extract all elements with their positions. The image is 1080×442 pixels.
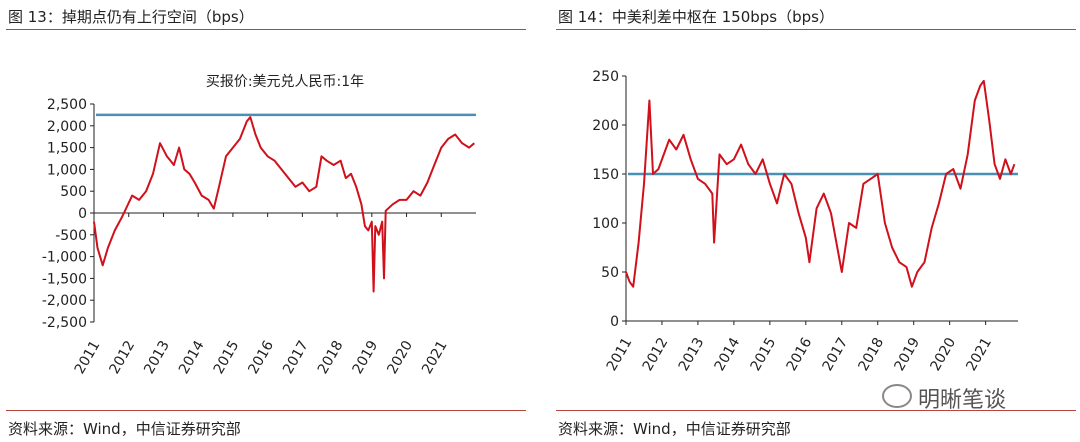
- y-tick-label: 150: [592, 167, 619, 183]
- chart-panel-left: 图 13：掉期点仍有上行空间（bps） 买报价:美元兑人民币:1年 2,500 2,…: [6, 0, 528, 442]
- y-tick-label: -1,500: [42, 271, 87, 287]
- wechat-icon: [882, 384, 912, 408]
- source-note: 资料来源：Wind，中信证券研究部: [8, 420, 241, 438]
- y-tick-label: 2,000: [47, 119, 87, 135]
- y-tick-label: -500: [55, 228, 87, 244]
- x-tick-label: 2016: [784, 335, 816, 374]
- y-tick-label: 200: [592, 118, 619, 134]
- x-tick-label: 2019: [350, 338, 382, 377]
- y-tick-label: 50: [601, 265, 619, 281]
- x-tick-label: 2013: [676, 335, 708, 374]
- x-tick-label: 2014: [712, 335, 744, 374]
- source-divider: [556, 410, 1076, 411]
- source-divider: [6, 410, 526, 411]
- watermark-text: 明晰笔谈: [918, 388, 1007, 413]
- figure-title: 图 14：中美利差中枢在 150bps（bps）: [558, 8, 834, 26]
- x-tick-label: 2017: [820, 335, 852, 374]
- x-tick-label: 2018: [315, 338, 347, 377]
- y-tick-label: 1,500: [47, 141, 87, 157]
- x-tick-label: 2021: [419, 338, 451, 377]
- y-tick-label: 250: [592, 69, 619, 85]
- x-tick-label: 2020: [384, 338, 416, 377]
- x-tick-label: 2015: [211, 338, 243, 377]
- series-line: [93, 116, 475, 293]
- y-tick-label: 0: [78, 206, 87, 222]
- line-chart-swap-points: 买报价:美元兑人民币:1年 2,500 2,000 1,500 1,000 500 0 -50…: [42, 74, 476, 377]
- y-tick-label: 2,500: [47, 97, 87, 113]
- y-tick-label: 500: [60, 184, 87, 200]
- x-tick-label: 2014: [176, 338, 208, 377]
- x-tick-label: 2012: [640, 335, 672, 374]
- series-line: [625, 79, 1016, 288]
- y-tick-label: 100: [592, 216, 619, 232]
- title-divider: [6, 29, 526, 30]
- chart-panel-right: 图 14：中美利差中枢在 150bps（bps） 250 200 150 100 50 0…: [556, 0, 1078, 442]
- watermark: 明晰笔谈: [882, 380, 1062, 413]
- x-tick-label: 2013: [141, 338, 173, 377]
- y-tick-label: 0: [610, 314, 619, 330]
- source-note: 资料来源：Wind，中信证券研究部: [558, 420, 791, 438]
- x-tick-label: 2020: [927, 335, 959, 374]
- x-tick-label: 2012: [107, 338, 139, 377]
- x-tick-label: 2018: [856, 335, 888, 374]
- x-tick-label: 2019: [891, 335, 923, 374]
- figure-title: 图 13：掉期点仍有上行空间（bps）: [8, 8, 254, 26]
- y-tick-label: 1,000: [47, 162, 87, 178]
- x-tick-label: 2017: [280, 338, 312, 377]
- x-tick-label: 2016: [245, 338, 277, 377]
- y-tick-label: -2,000: [42, 293, 87, 309]
- x-tick-label: 2011: [604, 335, 636, 374]
- x-tick-label: 2021: [963, 335, 995, 374]
- y-tick-label: -2,500: [42, 315, 87, 331]
- x-tick-label: 2015: [748, 335, 780, 374]
- chart-title: 买报价:美元兑人民币:1年: [206, 74, 364, 90]
- title-divider: [556, 29, 1076, 30]
- x-tick-label: 2011: [72, 338, 104, 377]
- y-tick-label: -1,000: [42, 250, 87, 266]
